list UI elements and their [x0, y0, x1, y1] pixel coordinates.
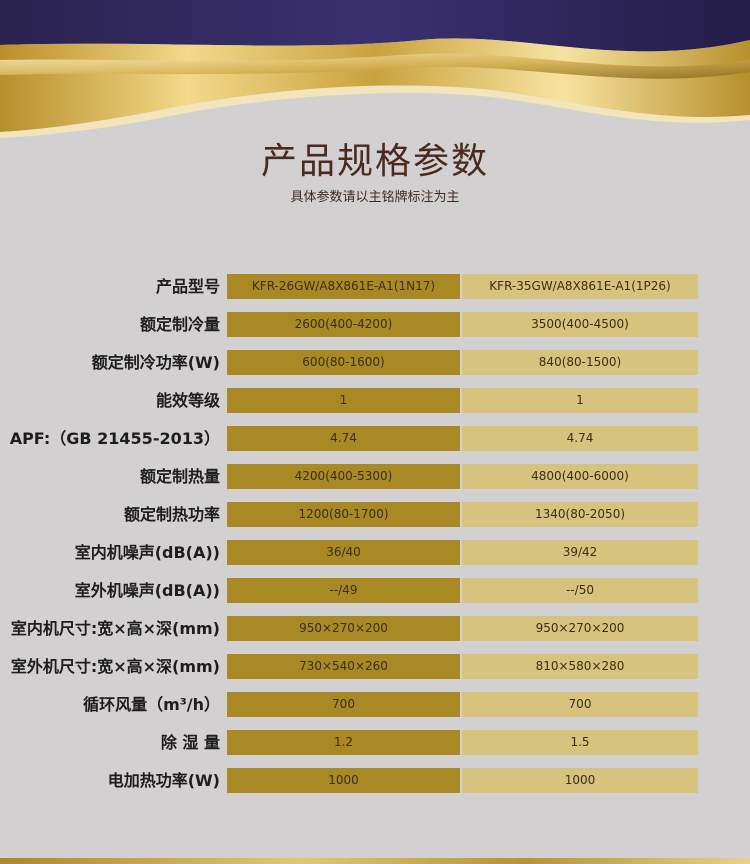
spec-value-1: 730×540×260	[227, 654, 460, 679]
bottom-gold-rule	[0, 858, 750, 864]
spec-row-cooling-power: 额定制冷功率(W) 600(80-1600) 840(80-1500)	[0, 350, 750, 375]
spec-value-2: 1000	[462, 768, 698, 793]
spec-row-electric-heating: 电加热功率(W) 1000 1000	[0, 768, 750, 793]
spec-label: 室外机噪声(dB(A))	[74, 581, 220, 600]
spec-value-2: 700	[462, 692, 698, 717]
spec-value-2: --/50	[462, 578, 698, 603]
spec-row-model: 产品型号 KFR-26GW/A8X861E-A1(1N17) KFR-35GW/…	[0, 274, 750, 299]
spec-row-outdoor-noise: 室外机噪声(dB(A)) --/49 --/50	[0, 578, 750, 603]
spec-value-2: 1.5	[462, 730, 698, 755]
spec-label: 循环风量（m³/h）	[83, 695, 220, 714]
spec-value-2: 1	[462, 388, 698, 413]
spec-label: 额定制热功率	[123, 505, 220, 524]
spec-value-1: --/49	[227, 578, 460, 603]
spec-value-1: 4.74	[227, 426, 460, 451]
spec-value-2: 4800(400-6000)	[462, 464, 698, 489]
spec-label: 额定制冷功率(W)	[91, 353, 220, 372]
spec-value-1: 1000	[227, 768, 460, 793]
spec-value-2: 840(80-1500)	[462, 350, 698, 375]
spec-value-2: 4.74	[462, 426, 698, 451]
spec-label: 除 湿 量	[160, 733, 220, 752]
spec-row-indoor-size: 室内机尺寸:宽×高×深(mm) 950×270×200 950×270×200	[0, 616, 750, 641]
spec-row-apf: APF:（GB 21455-2013） 4.74 4.74	[0, 426, 750, 451]
spec-label: 额定制冷量	[139, 315, 220, 334]
spec-label: 室内机尺寸:宽×高×深(mm)	[10, 619, 220, 638]
spec-value-model-2: KFR-35GW/A8X861E-A1(1P26)	[462, 274, 698, 299]
spec-row-dehumidification: 除 湿 量 1.2 1.5	[0, 730, 750, 755]
spec-value-1: 1.2	[227, 730, 460, 755]
spec-row-airflow: 循环风量（m³/h） 700 700	[0, 692, 750, 717]
gold-wave-banner	[0, 0, 750, 150]
spec-row-outdoor-size: 室外机尺寸:宽×高×深(mm) 730×540×260 810×580×280	[0, 654, 750, 679]
spec-value-1: 1200(80-1700)	[227, 502, 460, 527]
spec-label: 产品型号	[155, 277, 220, 296]
spec-value-1: 1	[227, 388, 460, 413]
spec-row-indoor-noise: 室内机噪声(dB(A)) 36/40 39/42	[0, 540, 750, 565]
spec-label: 额定制热量	[139, 467, 220, 486]
spec-label: 能效等级	[155, 391, 220, 410]
spec-label: 电加热功率(W)	[107, 771, 220, 790]
spec-row-efficiency-grade: 能效等级 1 1	[0, 388, 750, 413]
spec-value-1: 36/40	[227, 540, 460, 565]
page-subtitle: 具体参数请以主铭牌标注为主	[290, 190, 460, 205]
spec-value-2: 810×580×280	[462, 654, 698, 679]
spec-row-heating-power: 额定制热功率 1200(80-1700) 1340(80-2050)	[0, 502, 750, 527]
spec-value-2: 1340(80-2050)	[462, 502, 698, 527]
spec-value-1: 2600(400-4200)	[227, 312, 460, 337]
spec-value-2: 39/42	[462, 540, 698, 565]
spec-label: 室内机噪声(dB(A))	[74, 543, 220, 562]
spec-value-2: 3500(400-4500)	[462, 312, 698, 337]
spec-row-heating-capacity: 额定制热量 4200(400-5300) 4800(400-6000)	[0, 464, 750, 489]
spec-value-2: 950×270×200	[462, 616, 698, 641]
page-title: 产品规格参数	[260, 141, 489, 182]
spec-label: APF:（GB 21455-2013）	[9, 429, 220, 448]
spec-row-cooling-capacity: 额定制冷量 2600(400-4200) 3500(400-4500)	[0, 312, 750, 337]
spec-label: 室外机尺寸:宽×高×深(mm)	[10, 657, 220, 676]
spec-value-1: 700	[227, 692, 460, 717]
spec-value-model-1: KFR-26GW/A8X861E-A1(1N17)	[227, 274, 460, 299]
spec-value-1: 950×270×200	[227, 616, 460, 641]
spec-value-1: 4200(400-5300)	[227, 464, 460, 489]
spec-value-1: 600(80-1600)	[227, 350, 460, 375]
